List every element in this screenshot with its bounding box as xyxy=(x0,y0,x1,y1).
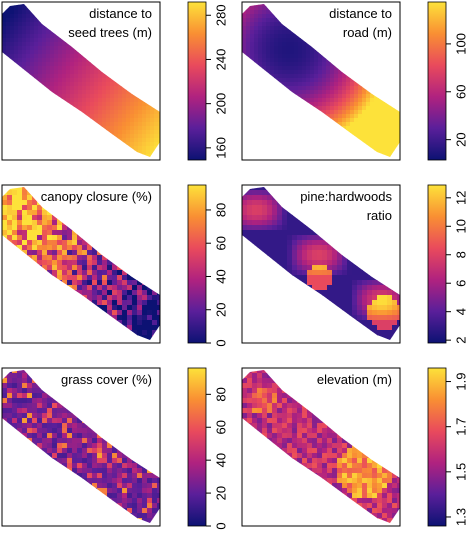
panel: distance to seed trees (m) 160 200 240 280 xyxy=(2,2,228,163)
colorbar-tick-label: 80 xyxy=(213,203,228,217)
title-line: elevation (m) xyxy=(317,372,392,387)
title-line: distance to xyxy=(89,6,152,21)
colorbar-tick-label: 60 xyxy=(213,420,228,434)
title-line: ratio xyxy=(367,208,392,223)
colorbar-tick-label: 200 xyxy=(213,93,228,115)
colorbar-tick-label: 0 xyxy=(213,339,228,346)
colorbar-tick-label: 100 xyxy=(453,33,468,55)
colorbar-tick-label: 160 xyxy=(213,137,228,159)
colorbar-tick-label: 20 xyxy=(213,486,228,500)
colorbar xyxy=(428,185,446,343)
colorbar-tick-label: 1.3 xyxy=(453,508,468,526)
colorbar-tick-label: 240 xyxy=(213,49,228,71)
title-line: distance to xyxy=(329,6,392,21)
colorbar-tick-label: 80 xyxy=(213,387,228,401)
panel: elevation (m) 1.3 1.5 1.7 1.9 xyxy=(242,368,468,529)
map-title: grass cover (%) xyxy=(61,372,152,387)
colorbar-tick-label: 280 xyxy=(213,4,228,26)
title-line: canopy closure (%) xyxy=(41,189,152,204)
colorbar xyxy=(188,2,206,160)
colorbar-tick-label: 1.5 xyxy=(453,463,468,481)
panel: pine:hardwoods ratio 2 4 6 8 10 12 xyxy=(242,185,468,346)
colorbar xyxy=(188,185,206,343)
panel: grass cover (%) 0 20 40 60 80 xyxy=(2,368,228,530)
panel: canopy closure (%) 0 20 40 60 80 xyxy=(2,185,228,347)
title-line: pine:hardwoods xyxy=(300,189,392,204)
colorbar-tick-label: 20 xyxy=(213,303,228,317)
title-line: grass cover (%) xyxy=(61,372,152,387)
map-title: elevation (m) xyxy=(317,372,392,387)
colorbar-tick-label: 60 xyxy=(213,236,228,250)
colorbar-tick-label: 2 xyxy=(453,337,468,344)
title-line: seed trees (m) xyxy=(68,25,152,40)
colorbar-tick-label: 10 xyxy=(453,219,468,233)
colorbar xyxy=(188,368,206,526)
colorbar-tick-label: 12 xyxy=(453,191,468,205)
colorbar-tick-label: 1.7 xyxy=(453,418,468,436)
colorbar-tick-label: 40 xyxy=(213,269,228,283)
colorbar xyxy=(428,368,446,526)
colorbar-tick-label: 8 xyxy=(453,251,468,258)
panel: distance to road (m) 20 60 100 xyxy=(242,2,468,163)
colorbar-tick-label: 20 xyxy=(453,132,468,146)
colorbar-tick-label: 60 xyxy=(453,85,468,99)
colorbar-tick-label: 0 xyxy=(213,522,228,529)
map-title: distance to road (m) xyxy=(329,6,392,40)
map-title: distance to seed trees (m) xyxy=(68,6,152,40)
map-title: canopy closure (%) xyxy=(41,189,152,204)
colorbar xyxy=(428,2,446,160)
colorbar-tick-label: 1.9 xyxy=(453,373,468,391)
colorbar-tick-label: 6 xyxy=(453,280,468,287)
map-raster xyxy=(242,368,403,529)
colorbar-tick-label: 4 xyxy=(453,308,468,315)
map-raster xyxy=(2,185,163,346)
map-raster xyxy=(2,368,163,529)
colorbar-tick-label: 40 xyxy=(213,453,228,467)
map-title: pine:hardwoods ratio xyxy=(300,189,392,223)
title-line: road (m) xyxy=(343,25,392,40)
